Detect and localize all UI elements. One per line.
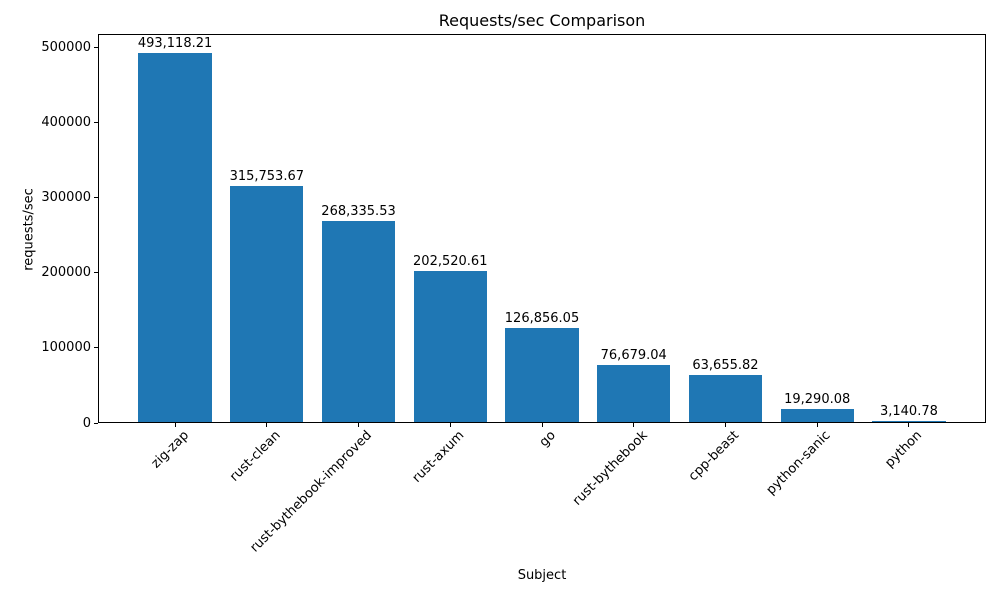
x-tick <box>266 423 268 427</box>
x-tick-label-text: rust-axum <box>409 428 467 486</box>
bar-value-label: 63,655.82 <box>692 358 759 374</box>
y-tick-label: 400000 <box>41 114 91 130</box>
bar <box>138 52 212 423</box>
x-tick-label-text: zig-zap <box>148 428 192 472</box>
y-tick-label: 200000 <box>41 265 91 281</box>
bar-value-label: 76,679.04 <box>600 348 667 364</box>
x-axis-label: Subject <box>517 568 567 583</box>
bar <box>505 327 579 423</box>
x-tick <box>358 423 360 427</box>
y-tick-label: 300000 <box>41 190 91 206</box>
y-tick <box>94 121 98 123</box>
y-tick-label: 0 <box>82 415 91 431</box>
y-tick-label: 100000 <box>41 340 91 356</box>
x-tick-label-text: rust-clean <box>226 428 284 485</box>
x-tick <box>633 423 635 427</box>
bar-value-label: 3,140.78 <box>879 403 938 419</box>
bar <box>597 365 671 423</box>
y-tick <box>94 347 98 349</box>
x-tick-label-text: cpp-beast <box>685 428 743 485</box>
y-tick-label: 500000 <box>41 39 91 55</box>
x-tick <box>724 423 726 427</box>
x-tick <box>816 423 818 427</box>
y-tick <box>94 272 98 274</box>
bar <box>780 408 854 423</box>
y-tick <box>94 197 98 199</box>
x-tick-label-text: python-sanic <box>763 428 834 498</box>
bar-value-label: 202,520.61 <box>413 253 488 269</box>
x-tick <box>174 423 176 427</box>
bar <box>872 420 946 423</box>
bar-value-label: 268,335.53 <box>321 204 396 220</box>
bar-value-label: 126,856.05 <box>504 310 580 326</box>
x-tick-label-text: python <box>882 428 926 471</box>
bar <box>688 375 763 423</box>
x-tick-label-text: go <box>536 428 559 451</box>
x-tick <box>541 423 543 427</box>
bar-value-label: 493,118.21 <box>137 35 213 51</box>
bar <box>413 270 487 423</box>
y-tick <box>94 422 98 424</box>
x-tick-label-text: rust-bythebook <box>569 428 651 509</box>
chart-title: Requests/sec Comparison <box>438 11 646 30</box>
bar <box>321 221 396 423</box>
x-tick <box>449 423 451 427</box>
bar-value-label: 19,290.08 <box>784 391 851 407</box>
y-tick <box>94 46 98 48</box>
bar-value-label: 315,753.67 <box>229 168 304 184</box>
bar <box>230 185 304 423</box>
x-tick <box>908 423 910 427</box>
